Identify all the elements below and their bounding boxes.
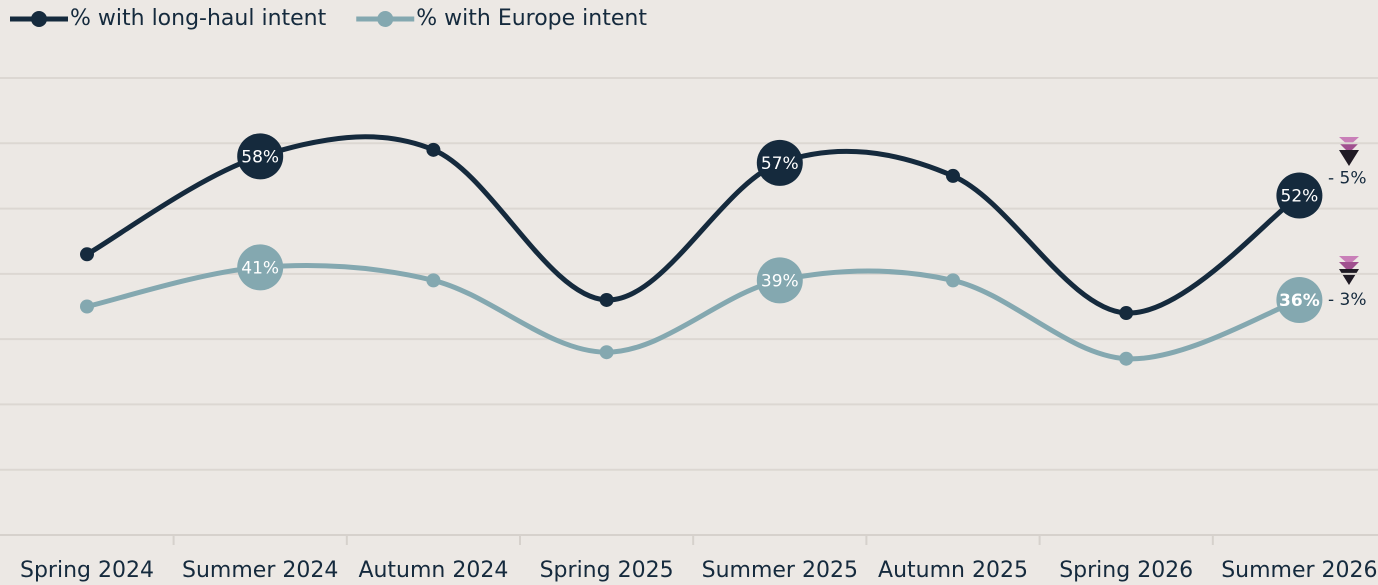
change-label: - 5% bbox=[1328, 169, 1367, 189]
series: 41% 39% 36% - 3% bbox=[80, 244, 1367, 366]
data-label: 58% bbox=[241, 147, 279, 167]
legend-label: % with Europe intent bbox=[416, 6, 647, 31]
grid bbox=[0, 77, 1378, 536]
point bbox=[756, 257, 803, 304]
point bbox=[946, 273, 960, 288]
point bbox=[1276, 172, 1323, 219]
point bbox=[426, 142, 441, 157]
legend-label: % with long-haul intent bbox=[70, 6, 327, 31]
point bbox=[599, 345, 614, 360]
point bbox=[756, 139, 803, 186]
line bbox=[86, 263, 1301, 362]
line bbox=[85, 134, 1301, 316]
x-tick-label: Spring 2024 bbox=[20, 558, 154, 583]
x-tick-label: Summer 2025 bbox=[702, 558, 858, 583]
data-label: 36% bbox=[1279, 291, 1320, 311]
x-tick-label: Autumn 2024 bbox=[358, 558, 508, 583]
point bbox=[80, 247, 94, 262]
point bbox=[426, 273, 441, 288]
legend: % with long-haul intent % with Europe int… bbox=[10, 6, 647, 31]
point bbox=[1119, 351, 1134, 366]
legend-dot bbox=[377, 11, 394, 27]
point bbox=[599, 292, 614, 307]
legend-dot bbox=[31, 11, 47, 27]
x-tick-label: Spring 2025 bbox=[540, 558, 674, 583]
data-label: 41% bbox=[241, 258, 279, 278]
data-label: 57% bbox=[761, 154, 799, 174]
point bbox=[237, 133, 284, 180]
data-label: 39% bbox=[761, 271, 799, 291]
x-tick-label: Spring 2026 bbox=[1059, 558, 1193, 583]
x-tick-label: Summer 2024 bbox=[182, 558, 338, 583]
change-arrows bbox=[1339, 137, 1359, 285]
point bbox=[946, 168, 960, 183]
data-label: 52% bbox=[1281, 187, 1319, 207]
point bbox=[1119, 306, 1134, 321]
change-label: - 3% bbox=[1328, 290, 1367, 310]
series: 58% 57% 52% - 5% bbox=[80, 133, 1367, 321]
point bbox=[80, 299, 94, 314]
x-tick-label: Summer 2026 bbox=[1221, 558, 1377, 583]
point bbox=[1276, 276, 1323, 323]
point bbox=[237, 244, 284, 291]
x-tick-label: Autumn 2025 bbox=[878, 558, 1028, 583]
